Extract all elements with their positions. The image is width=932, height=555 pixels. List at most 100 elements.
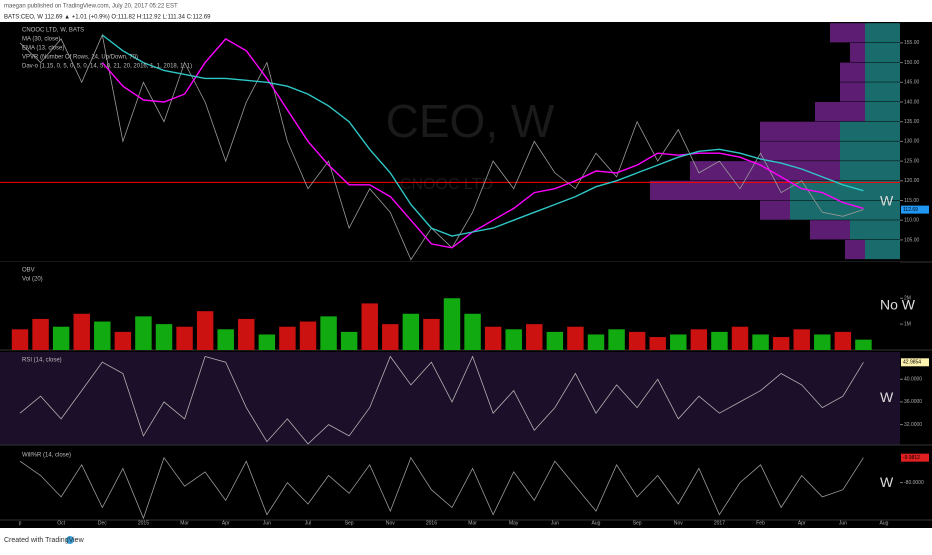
volume-bar bbox=[135, 316, 152, 350]
footer: Created with TradingView bbox=[4, 537, 85, 544]
x-tick-label: Sep bbox=[633, 520, 642, 526]
volume-bar bbox=[423, 318, 440, 350]
y-tick-label: 1M bbox=[904, 321, 911, 327]
profile-up bbox=[840, 141, 900, 161]
profile-down bbox=[815, 102, 865, 122]
legend-entry: Will%R (14, close) bbox=[22, 453, 71, 459]
volume-bar bbox=[793, 329, 810, 350]
x-tick-label: Dec bbox=[98, 520, 107, 526]
x-tick-label: Apr bbox=[798, 520, 806, 526]
profile-down bbox=[760, 141, 840, 161]
volume-bar bbox=[176, 326, 193, 350]
legend-entry: CNOOC LTD, W, BATS bbox=[22, 28, 84, 34]
legend-entry: MA (30, close) bbox=[22, 37, 60, 43]
profile-up bbox=[850, 220, 900, 240]
quote: BATS:CEO, W 112.69 ▲ +1.01 (+0.9%) O:111… bbox=[4, 15, 211, 21]
profile-down bbox=[650, 180, 790, 201]
y-tick-label: 135.00 bbox=[904, 119, 920, 125]
volume-bar bbox=[855, 339, 872, 350]
volume-bar bbox=[649, 337, 666, 350]
price-tag-label: -9.9812 bbox=[903, 455, 920, 461]
profile-down bbox=[840, 62, 865, 82]
legend-entry: OBV bbox=[22, 268, 35, 274]
volume-bar bbox=[814, 334, 831, 350]
profile-down bbox=[840, 82, 865, 102]
x-tick-label: Apr bbox=[222, 520, 230, 526]
x-tick-label: Jun bbox=[551, 520, 559, 526]
volume-bar bbox=[196, 311, 214, 350]
y-tick-label: 140.00 bbox=[904, 99, 920, 105]
price-tag-label: 42.9854 bbox=[903, 360, 921, 366]
x-tick-label: Nov bbox=[386, 520, 395, 526]
x-tick-label: Jun bbox=[839, 520, 847, 526]
series-line bbox=[101, 34, 864, 237]
volume-bar bbox=[752, 334, 769, 350]
volume-bar bbox=[834, 331, 852, 350]
volume-bar bbox=[526, 324, 543, 350]
publisher: maegan published on TradingView.com, Jul… bbox=[4, 4, 178, 10]
volume-bar bbox=[731, 326, 749, 350]
legend-entry: RSI (14, close) bbox=[22, 358, 62, 364]
volume-bar bbox=[52, 326, 70, 350]
price-tag-label: 112.69 bbox=[903, 207, 918, 213]
y-tick-label: 150.00 bbox=[904, 60, 920, 66]
volume-bar bbox=[690, 329, 708, 350]
volume-bar bbox=[772, 337, 790, 350]
volume-bar bbox=[299, 321, 317, 350]
profile-up bbox=[865, 42, 900, 63]
y-tick-label: 120.00 bbox=[904, 178, 920, 184]
volume-bar bbox=[361, 303, 378, 350]
profile-down bbox=[830, 23, 865, 43]
x-tick-label: May bbox=[509, 520, 519, 526]
y-tick-label: 145.00 bbox=[904, 80, 920, 86]
note: W bbox=[880, 474, 894, 490]
volume-bar bbox=[484, 326, 502, 350]
volume-bar bbox=[382, 324, 399, 350]
volume-bar bbox=[32, 318, 49, 350]
x-tick-label: Oct bbox=[57, 520, 65, 526]
volume-bar bbox=[94, 321, 111, 350]
x-tick-label: 2015 bbox=[138, 520, 149, 526]
y-tick-label: 105.00 bbox=[904, 237, 920, 243]
volume-bar bbox=[258, 334, 276, 350]
pane-background bbox=[0, 447, 900, 520]
profile-up bbox=[840, 121, 900, 141]
watermark: CEO, W bbox=[386, 95, 555, 147]
series-line bbox=[19, 33, 864, 261]
note: No W bbox=[880, 297, 916, 313]
profile-down bbox=[760, 121, 840, 141]
x-tick-label: p bbox=[19, 520, 22, 526]
y-tick-label: 125.00 bbox=[904, 158, 920, 164]
profile-up bbox=[865, 23, 900, 43]
volume-bar bbox=[711, 331, 728, 350]
legend-entry: Dav-o (1.15, 0, 5, 0, 5, 0, 14, 5, 0, 21… bbox=[22, 64, 192, 70]
volume-bar bbox=[505, 329, 522, 350]
price-tag bbox=[901, 453, 929, 462]
volume-bar bbox=[443, 298, 461, 350]
x-tick-label: Mar bbox=[180, 520, 189, 526]
note: W bbox=[880, 389, 894, 405]
watermark-sub: CNOOC LTD bbox=[400, 176, 493, 193]
pane-background bbox=[0, 22, 900, 262]
y-tick-label: 115.00 bbox=[904, 198, 919, 204]
volume-bar bbox=[238, 318, 255, 350]
profile-down bbox=[760, 200, 790, 220]
y-tick-label: -80.0000 bbox=[904, 480, 924, 486]
volume-bar bbox=[402, 313, 420, 350]
price-tag bbox=[901, 358, 929, 367]
profile-down bbox=[845, 239, 865, 260]
x-tick-label: Feb bbox=[756, 520, 765, 526]
volume-bar bbox=[464, 313, 481, 350]
volume-bar bbox=[73, 313, 90, 350]
x-tick-label: Aug bbox=[592, 520, 601, 526]
x-tick-label: Nov bbox=[674, 520, 683, 526]
volume-bar bbox=[320, 316, 337, 350]
x-tick-label: 2017 bbox=[714, 520, 725, 526]
profile-up bbox=[865, 102, 900, 122]
profile-up bbox=[790, 180, 900, 201]
volume-bar bbox=[340, 331, 358, 350]
profile-up bbox=[865, 62, 900, 82]
profile-down bbox=[810, 220, 850, 240]
